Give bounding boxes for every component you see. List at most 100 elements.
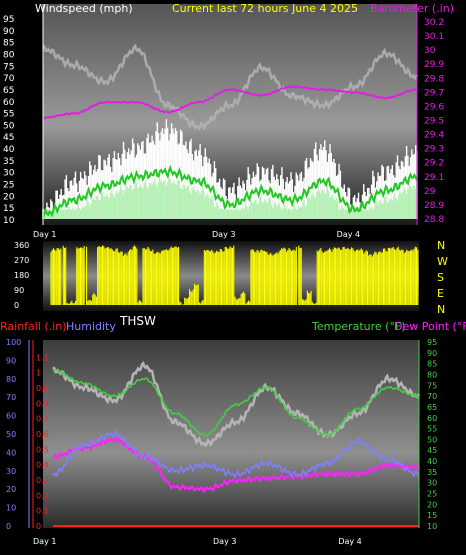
rainfall-tick-label: 1.1 [36, 353, 49, 362]
y-tick-label-right: 28.9 [424, 201, 444, 211]
x-axis: Day 1 Day 3 Day 4 [33, 230, 360, 239]
y-tick-label: 25 [3, 181, 14, 191]
humidity-label: Humidity [66, 320, 116, 333]
temperature-tick-label: 65 [427, 403, 437, 412]
y-axis-humidity: 0 10 20 30 40 50 60 70 80 90 100 [6, 338, 21, 531]
y-tick-label-right: 30.1 [424, 32, 444, 42]
y-tick-label-right: 29.4 [424, 131, 444, 141]
wind-avg-line [42, 164, 418, 219]
x-tick-label: Day 4 [337, 230, 360, 239]
rainfall-tick-label: 0.5 [36, 445, 49, 454]
rainfall-tick-label: 0.4 [36, 461, 49, 470]
y-tick-label-right: 29.9 [424, 60, 444, 70]
compass-label: N [437, 303, 445, 316]
chart-title: Current last 72 hours June 4 2025 [172, 2, 358, 15]
temperature-tick-label: 15 [427, 511, 437, 520]
y-tick-label: 15 [3, 204, 14, 214]
rainfall-tick-label: 0.1 [36, 507, 49, 516]
compass-label: E [437, 287, 444, 300]
humidity-tick-label: 10 [6, 504, 16, 513]
y-tick-label: 60 [3, 98, 15, 108]
temperature-tick-label: 40 [427, 457, 437, 466]
y-tick-label: 40 [3, 145, 15, 155]
temperature-shadow-line [42, 43, 419, 132]
rainfall-tick-label: 0.7 [36, 415, 49, 424]
y-tick-label-right: 30.2 [424, 18, 444, 28]
temperature-tick-label: 75 [427, 381, 437, 390]
rainfall-tick-label: 1 [36, 369, 41, 378]
windspeed-label: Windspeed (mph) [35, 2, 133, 15]
temperature-tick-label: 90 [427, 349, 437, 358]
compass-label: S [437, 271, 444, 284]
y-tick-label-right: 29.2 [424, 159, 444, 169]
y-tick-label: 65 [3, 86, 14, 96]
y-axis-rainfall: 0 0.1 0.2 0.3 0.4 0.5 0.6 0.7 0.8 0.9 1 1.1 [36, 353, 49, 531]
temperature-tick-label: 70 [427, 392, 437, 401]
temperature-tick-label: 85 [427, 360, 437, 369]
humidity-tick-label: 100 [6, 338, 21, 347]
humidity-tick-label: 70 [6, 393, 16, 402]
humidity-tick-label: 0 [6, 522, 11, 531]
temperature-line [52, 368, 420, 438]
series-group [52, 361, 421, 527]
x-tick-label: Day 3 [212, 230, 235, 239]
temperature-tick-label: 10 [427, 522, 437, 531]
y-tick-label-right: 30 [424, 46, 436, 56]
compass-label: N [437, 239, 445, 252]
y-tick-label: 55 [3, 110, 14, 120]
humidity-tick-label: 30 [6, 467, 16, 476]
barometer-line [42, 85, 418, 120]
humidity-tick-label: 90 [6, 356, 16, 365]
y-tick-label-right: 29.3 [424, 145, 444, 155]
y-tick-label: 0 [14, 301, 19, 310]
temperature-label: Temperature (°F) [311, 320, 406, 333]
temperature-tick-label: 60 [427, 414, 437, 423]
dew-point-label: Dew Point (°F) [394, 320, 466, 333]
temperature-tick-label: 50 [427, 435, 437, 444]
y-tick-label-right: 28.8 [424, 215, 444, 225]
y-tick-label: 180 [14, 271, 29, 280]
y-tick-label: 45 [3, 133, 14, 143]
y-tick-label: 75 [3, 62, 14, 72]
rainfall-tick-label: 0.6 [36, 430, 49, 439]
temperature-tick-label: 25 [427, 490, 437, 499]
y-tick-label: 35 [3, 157, 14, 167]
plot-area-3 [43, 340, 419, 528]
temperature-shadow-line [52, 361, 421, 448]
humidity-tick-label: 40 [6, 448, 16, 457]
rainfall-tick-label: 0 [36, 522, 41, 531]
y-tick-label-right: 29.8 [424, 74, 444, 84]
compass-label: W [437, 255, 448, 268]
x-tick-label: Day 1 [33, 537, 56, 546]
temperature-tick-label: 80 [427, 370, 437, 379]
y-axis-direction: 0 90 180 270 360 [14, 241, 29, 310]
y-tick-label: 10 [3, 216, 15, 226]
y-tick-label: 90 [14, 286, 24, 295]
temperature-tick-label: 55 [427, 425, 437, 434]
rainfall-tick-label: 0.9 [36, 384, 49, 393]
rainfall-tick-label: 0.3 [36, 476, 49, 485]
rainfall-tick-label: 0.8 [36, 399, 49, 408]
y-tick-label-right: 29.6 [424, 102, 444, 112]
y-tick-label: 80 [3, 50, 15, 60]
y-tick-label: 30 [3, 169, 15, 179]
temperature-tick-label: 45 [427, 446, 437, 455]
y-tick-label-right: 29.1 [424, 173, 444, 183]
y-tick-label: 70 [3, 74, 15, 84]
x-tick-label: Day 4 [338, 537, 361, 546]
x-tick-label: Day 1 [33, 230, 56, 239]
series-group [42, 43, 419, 219]
y-tick-label: 90 [3, 27, 15, 37]
y-tick-label-right: 29 [424, 187, 436, 197]
humidity-line [52, 429, 420, 479]
direction-bars [50, 245, 419, 305]
thsw-label: THSW [119, 314, 156, 328]
humidity-tick-label: 50 [6, 430, 16, 439]
x-tick-label: Day 3 [213, 537, 236, 546]
